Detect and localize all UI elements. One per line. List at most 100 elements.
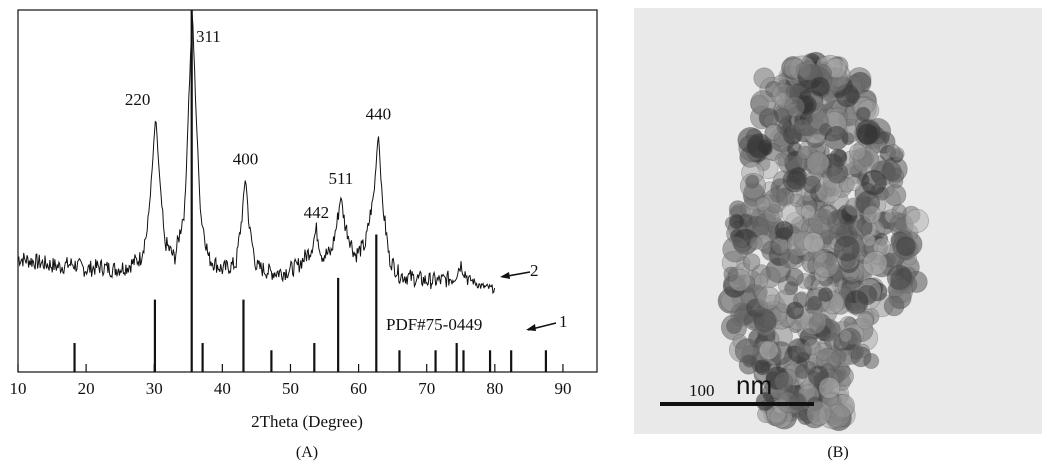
nanoparticle (774, 107, 791, 124)
nanoparticle (746, 133, 773, 159)
nanoparticle (800, 204, 816, 219)
nanoparticle (886, 143, 901, 159)
plot-frame (17, 9, 598, 373)
x-tick-label: 80 (486, 379, 503, 398)
series-2-marker: 2 (500, 261, 539, 280)
nanoparticle (856, 312, 874, 330)
nanoparticle (802, 232, 824, 254)
peak-label: 400 (233, 149, 259, 168)
nanoparticle (883, 295, 905, 317)
x-tick-label: 40 (214, 379, 231, 398)
x-tick-label: 70 (418, 379, 435, 398)
x-tick-label: 90 (554, 379, 571, 398)
nanoparticle (782, 168, 807, 193)
xrd-chart: 10 20 30 40 50 60 70 80 90 220 311 400 442 511 440 2T… (10, 9, 598, 431)
nanoparticle (755, 391, 775, 411)
nanoparticle (758, 340, 779, 361)
peak-label: 440 (366, 104, 392, 123)
series-1-arrowhead (526, 324, 536, 331)
nanoparticle (806, 151, 830, 175)
nanoparticle (861, 169, 887, 196)
nanoparticle (734, 338, 760, 364)
series-2-number: 2 (530, 261, 539, 280)
nanoparticle (802, 175, 821, 194)
nanoparticle (761, 240, 782, 262)
nanoparticle (794, 364, 810, 380)
nanoparticle (779, 249, 800, 269)
series-1-legend: PDF#75-0449 (386, 315, 482, 334)
x-tick-label: 60 (350, 379, 367, 398)
peak-label: 442 (304, 203, 330, 222)
nanoparticle (826, 161, 849, 184)
nanoparticle (819, 122, 833, 137)
nanoparticle (807, 295, 823, 311)
x-axis-label: 2Theta (Degree) (251, 412, 363, 431)
nanoparticle (757, 286, 781, 310)
nanoparticle (884, 184, 907, 207)
nanoparticle (886, 264, 913, 291)
nanoparticle (855, 106, 871, 122)
nanoparticle (789, 193, 804, 208)
nanoparticle (841, 276, 858, 292)
nanoparticle (818, 376, 841, 399)
tem-image-panel: 100 nm (B) (634, 8, 1042, 461)
tem-micrograph: 100 nm (634, 8, 1042, 434)
nanoparticle (794, 119, 810, 135)
nanoparticle (755, 196, 771, 212)
nanoparticle (774, 372, 793, 391)
series-1-marker: PDF#75-0449 1 (386, 312, 568, 334)
peak-label: 220 (125, 90, 151, 109)
nanoparticle (833, 235, 861, 262)
panel-a-label: (A) (295, 444, 319, 461)
nanoparticle (754, 359, 771, 376)
nanoparticle (817, 287, 833, 303)
nanoparticle (806, 400, 832, 426)
nanoparticle (785, 83, 802, 100)
nanoparticle (862, 205, 882, 224)
x-tick-label: 10 (10, 379, 27, 398)
nanoparticle (785, 267, 805, 287)
nanoparticle (862, 250, 888, 276)
nanoparticle (774, 220, 794, 240)
series-2-line (17, 13, 496, 294)
nanoparticle (850, 346, 872, 368)
panel-b-label: (B) (827, 444, 849, 461)
peak-label: 311 (196, 27, 221, 46)
x-tick-label: 20 (78, 379, 95, 398)
nanoparticle (849, 143, 867, 161)
nanoparticle (786, 301, 805, 320)
nanoparticle (784, 96, 805, 118)
nanoparticle (742, 253, 761, 271)
nanoparticle (881, 161, 902, 182)
xrd-chart-panel: 10 20 30 40 50 60 70 80 90 220 311 400 442 511 440 2T… (10, 9, 598, 461)
x-tick-label: 50 (282, 379, 299, 398)
nanoparticle (745, 174, 760, 189)
peak-labels: 220 311 400 442 511 440 (125, 27, 391, 222)
x-axis-ticks: 10 20 30 40 50 60 70 80 90 (10, 364, 571, 398)
nanoparticle (812, 251, 839, 278)
peak-label: 511 (328, 169, 353, 188)
scale-bar (660, 402, 814, 406)
scale-bar-value: 100 (689, 381, 715, 400)
series-1-number: 1 (559, 312, 568, 331)
nanoparticle (774, 152, 789, 167)
nanoparticle (895, 236, 916, 257)
nanoparticle (722, 236, 749, 263)
nanoparticle (839, 329, 853, 343)
nanoparticle (749, 236, 763, 250)
nanoparticle (904, 208, 929, 233)
nanoparticle (856, 123, 879, 146)
nanoparticle (807, 207, 835, 235)
nanoparticle (891, 203, 907, 220)
nanoparticle (803, 338, 821, 356)
nanoparticle (862, 233, 876, 247)
scale-bar-unit: nm (736, 370, 772, 400)
nanoparticle (809, 76, 830, 97)
nanoparticle (797, 145, 812, 160)
nanoparticle (856, 284, 878, 306)
x-tick-label: 30 (146, 379, 163, 398)
series-2-arrowhead (500, 272, 510, 279)
nanoparticle (728, 213, 745, 230)
nanoparticle-cluster (717, 51, 929, 432)
nanoparticle (723, 266, 739, 282)
